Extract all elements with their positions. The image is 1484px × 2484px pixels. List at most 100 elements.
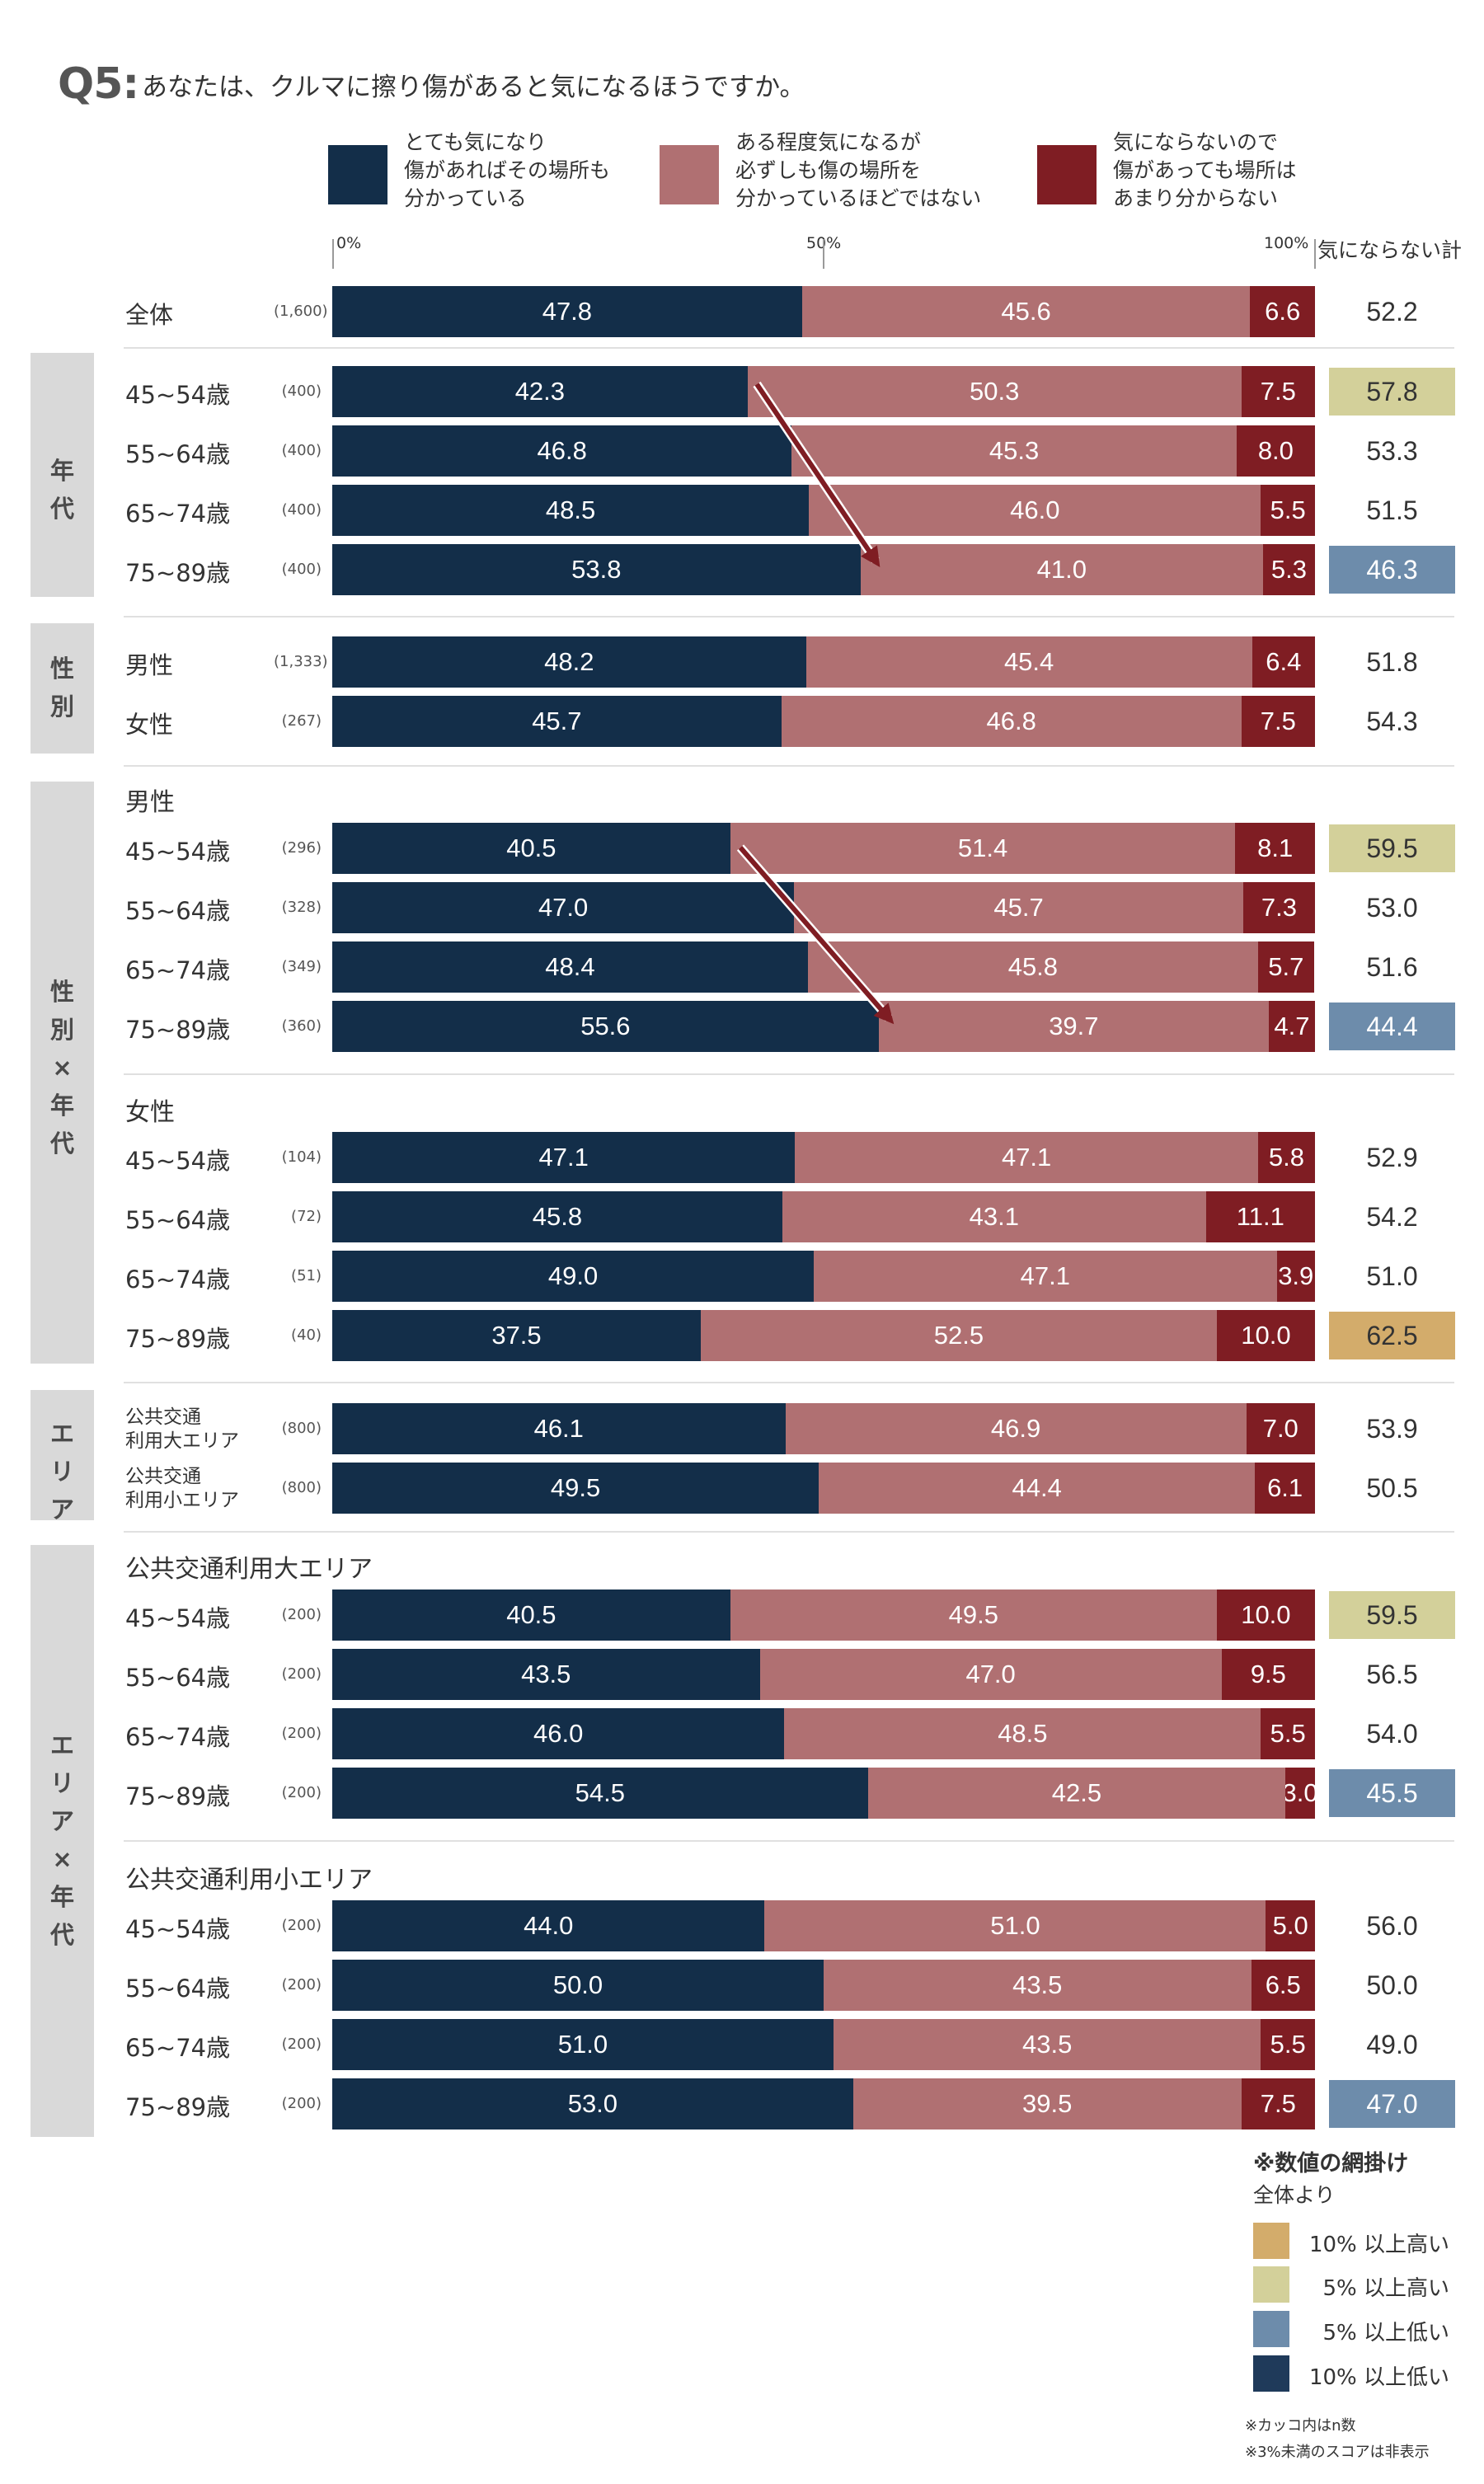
bar-value-label: 7.5 xyxy=(1260,707,1296,735)
bar-segment-somewhat-concerned: 39.5 xyxy=(852,2078,1242,2129)
bar-segment-not-concerned: 3.9 xyxy=(1276,1251,1315,1302)
row-label: 45~54歳 xyxy=(125,838,231,866)
row-label: 65~74歳 xyxy=(125,500,231,528)
stacked-bar: 47.0 45.7 7.3 xyxy=(332,882,1315,933)
row-n: (200) xyxy=(281,1917,322,1934)
bar-value-label: 50.0 xyxy=(552,1970,603,1999)
row-label: 公共交通 利用大エリア xyxy=(125,1406,239,1452)
bar-value-label: 5.5 xyxy=(1270,1719,1306,1748)
bar-segment-not-concerned: 10.0 xyxy=(1216,1589,1315,1641)
bar-segment-very-concerned: 51.0 xyxy=(332,2019,834,2070)
bar-segment-not-concerned: 5.5 xyxy=(1261,1708,1315,1759)
bar-value-label: 43.1 xyxy=(969,1202,1019,1231)
subgroup-header-female: 女性 xyxy=(125,1098,175,1127)
bar-segment-somewhat-concerned: 51.4 xyxy=(730,823,1236,874)
bar-value-label: 40.5 xyxy=(506,1600,556,1629)
stacked-bar: 48.5 46.0 5.5 xyxy=(332,485,1315,536)
bar-value-label: 47.0 xyxy=(965,1660,1016,1688)
row-n: (400) xyxy=(281,501,322,519)
bar-value-label: 7.5 xyxy=(1260,377,1296,406)
bar-value-label: 43.5 xyxy=(521,1660,571,1688)
bar-value-label: 6.4 xyxy=(1266,647,1302,676)
bar-value-label: 45.8 xyxy=(1007,952,1059,981)
row-label: 75~89歳 xyxy=(125,2093,231,2121)
bar-segment-somewhat-concerned: 43.1 xyxy=(782,1191,1206,1242)
axis-tick-100: 100% xyxy=(1264,234,1309,252)
bar-segment-very-concerned: 46.1 xyxy=(332,1403,786,1454)
stacked-bar: 48.2 45.4 6.4 xyxy=(332,636,1315,688)
legend-label-somewhat-concerned: ある程度気になるが 必ずしも傷の場所を 分かっているほどではない xyxy=(735,130,982,210)
bar-segment-not-concerned: 5.5 xyxy=(1261,485,1315,536)
separator xyxy=(124,765,1454,767)
highlight-swatch-high5 xyxy=(1253,2266,1289,2303)
bar-segment-somewhat-concerned: 45.8 xyxy=(807,941,1258,993)
row-label: 75~89歳 xyxy=(125,1016,231,1044)
bar-value-label: 7.5 xyxy=(1260,2089,1296,2118)
bar-segment-not-concerned: 7.3 xyxy=(1242,882,1315,933)
row-label: 45~54歳 xyxy=(125,1604,231,1632)
row-n: (800) xyxy=(281,1479,322,1496)
bar-value-label: 48.4 xyxy=(545,952,595,981)
bar-segment-very-concerned: 55.6 xyxy=(332,1001,879,1052)
bar-value-label: 48.5 xyxy=(998,1719,1048,1748)
stacked-bar: 46.1 46.9 7.0 xyxy=(332,1403,1315,1454)
bar-value-label: 37.5 xyxy=(491,1321,542,1350)
bar-segment-somewhat-concerned: 45.7 xyxy=(794,882,1243,933)
stacked-bar: 37.5 52.5 10.0 xyxy=(332,1310,1315,1361)
bar-segment-not-concerned: 4.7 xyxy=(1268,1001,1315,1052)
stacked-bar: 46.8 45.3 8.0 xyxy=(332,425,1315,477)
bar-segment-not-concerned: 6.1 xyxy=(1255,1463,1315,1514)
row-label: 55~64歳 xyxy=(125,1664,231,1692)
bar-segment-very-concerned: 49.0 xyxy=(332,1251,815,1302)
row-n: (296) xyxy=(281,839,322,857)
stacked-bar: 47.1 47.1 5.8 xyxy=(332,1132,1315,1183)
bar-segment-very-concerned: 54.5 xyxy=(332,1768,868,1819)
stacked-bar: 46.0 48.5 5.5 xyxy=(332,1708,1315,1759)
bar-value-label: 10.0 xyxy=(1241,1321,1291,1350)
bar-value-label: 51.4 xyxy=(957,833,1008,862)
bar-segment-very-concerned: 46.8 xyxy=(332,425,792,477)
bar-segment-somewhat-concerned: 47.0 xyxy=(759,1649,1222,1700)
bar-segment-not-concerned: 6.4 xyxy=(1252,636,1315,688)
row-label: 65~74歳 xyxy=(125,1265,231,1294)
bar-value-label: 5.3 xyxy=(1270,555,1307,584)
bar-value-label: 8.1 xyxy=(1257,833,1294,862)
footnote-hidden-scores: ※3%未満のスコアは非表示 xyxy=(1245,2444,1430,2461)
bar-segment-very-concerned: 46.0 xyxy=(332,1708,785,1759)
stacked-bar: 47.8 45.6 6.6 xyxy=(332,286,1315,337)
bar-segment-somewhat-concerned: 49.5 xyxy=(730,1589,1217,1641)
bar-value-label: 47.1 xyxy=(1001,1143,1052,1172)
bar-segment-somewhat-concerned: 46.0 xyxy=(809,485,1261,536)
legend-swatch-not-concerned xyxy=(1037,145,1097,204)
bar-value-label: 55.6 xyxy=(580,1012,631,1040)
row-label: 45~54歳 xyxy=(125,1915,231,1943)
separator xyxy=(124,616,1454,617)
bar-value-label: 49.5 xyxy=(550,1473,601,1502)
highlight-label-high10: 10% 以上高い xyxy=(1308,2233,1449,2257)
bar-value-label: 47.8 xyxy=(542,297,593,326)
total-value: 50.0 xyxy=(1366,1970,1418,2000)
bar-segment-very-concerned: 40.5 xyxy=(332,823,730,874)
total-value: 54.3 xyxy=(1366,706,1418,736)
question-text: あなたは、クルマに擦り傷があると気になるほうですか。 xyxy=(142,73,805,102)
stacked-bar: 45.7 46.8 7.5 xyxy=(332,696,1315,747)
total-value: 53.9 xyxy=(1366,1413,1418,1444)
row-n: (200) xyxy=(281,1976,322,1993)
separator xyxy=(124,347,1454,349)
row-label: 75~89歳 xyxy=(125,1782,231,1810)
bar-value-label: 46.9 xyxy=(990,1414,1041,1443)
total-value: 53.0 xyxy=(1366,892,1418,923)
bar-segment-not-concerned: 5.3 xyxy=(1262,544,1315,595)
row-label: 男性 xyxy=(125,651,174,679)
bar-segment-not-concerned: 7.5 xyxy=(1241,696,1315,747)
stacked-bar: 50.0 43.5 6.5 xyxy=(332,1960,1315,2011)
bar-segment-very-concerned: 40.5 xyxy=(332,1589,730,1641)
bar-value-label: 50.3 xyxy=(970,377,1020,406)
stacked-bar: 42.3 50.3 7.5 xyxy=(332,366,1315,417)
bar-segment-very-concerned: 53.0 xyxy=(332,2078,853,2129)
sidebar-gender: 性別 xyxy=(31,623,94,754)
bar-value-label: 6.6 xyxy=(1265,297,1301,326)
row-n: (1,333) xyxy=(274,653,328,670)
sidebar-gender-age-label: 性別 × 年代 xyxy=(49,978,74,1157)
row-label: 45~54歳 xyxy=(125,1147,231,1175)
